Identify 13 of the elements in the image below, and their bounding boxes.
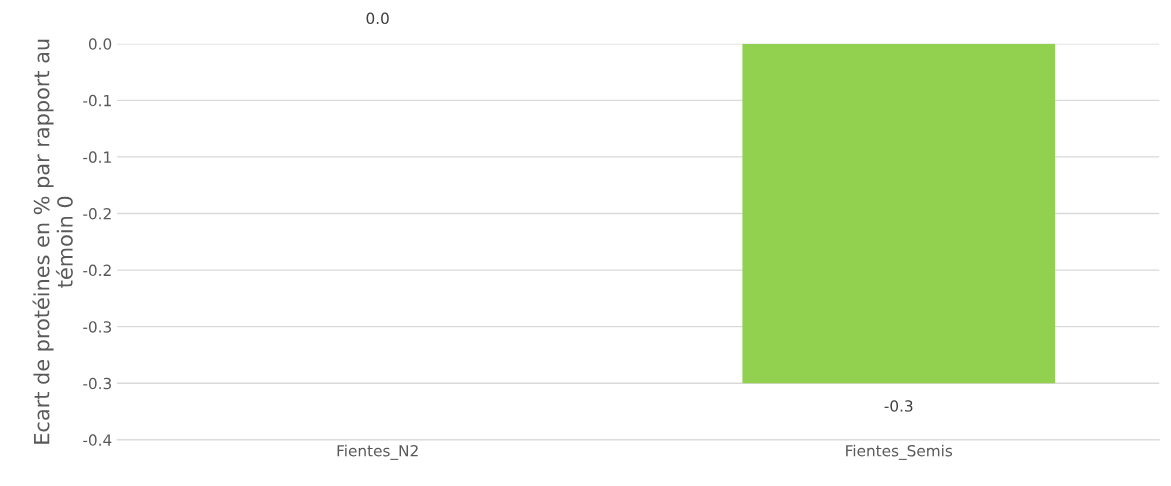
y-tick-label: -0.3 <box>83 321 112 333</box>
x-tick-label: Fientes_N2 <box>337 444 418 460</box>
y-axis-title: Ecart de protéines en % par rapport au témoin 0 <box>32 39 73 444</box>
data-label: 0.0 <box>366 12 389 25</box>
x-tick-label: Fientes_Semis <box>846 444 953 460</box>
y-tick-label: -0.4 <box>83 434 112 446</box>
y-tick-label: -0.1 <box>83 151 111 163</box>
y-tick-label: -0.2 <box>83 264 111 277</box>
data-label: -0.3 <box>884 400 913 412</box>
y-tick-label: 0.0 <box>88 38 112 50</box>
y-tick-label: -0.2 <box>83 207 111 220</box>
y-tick-label: -0.3 <box>83 377 112 390</box>
y-tick-label: -0.1 <box>83 94 111 107</box>
